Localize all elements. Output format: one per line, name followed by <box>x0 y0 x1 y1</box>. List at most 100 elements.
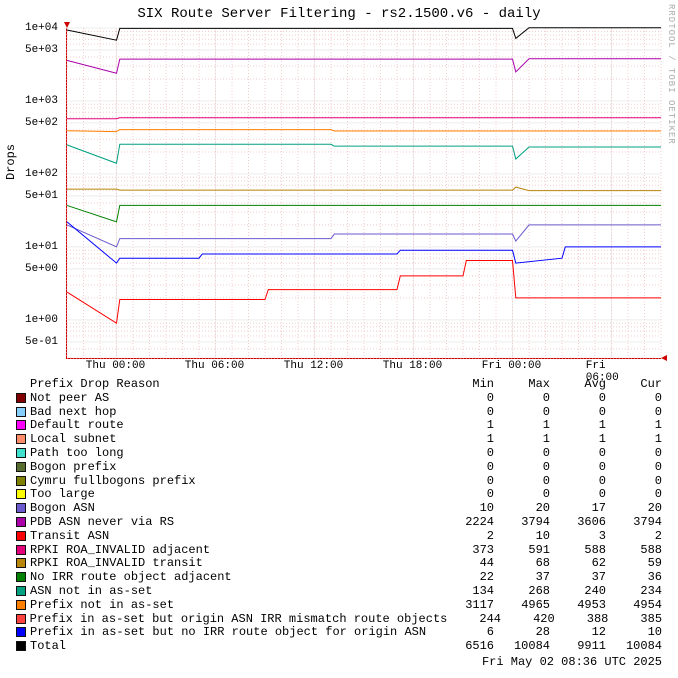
legend-value: 0 <box>438 392 494 406</box>
legend-value: 17 <box>550 502 606 516</box>
legend-swatch <box>16 476 26 486</box>
legend-row: Transit ASN21032 <box>16 530 662 544</box>
legend-value: 10 <box>494 530 550 544</box>
legend-swatch <box>16 434 26 444</box>
legend-swatch <box>16 614 26 624</box>
legend-value: 3606 <box>550 516 606 530</box>
legend-body: Not peer AS0000Bad next hop0000Default r… <box>16 392 662 654</box>
legend-swatch <box>16 489 26 499</box>
legend-swatch <box>16 641 26 651</box>
legend-value: 37 <box>550 571 606 585</box>
legend-row: Not peer AS0000 <box>16 392 662 406</box>
legend-value: 36 <box>606 571 662 585</box>
legend-value: 0 <box>550 392 606 406</box>
legend-value: 20 <box>606 502 662 516</box>
legend-row: Default route1111 <box>16 419 662 433</box>
legend-label: Prefix in as-set but no IRR route object… <box>30 626 438 640</box>
legend-value: 134 <box>438 585 494 599</box>
legend-header: Prefix Drop Reason Min Max Avg Cur <box>16 378 662 392</box>
legend-swatch <box>16 393 26 403</box>
legend-value: 3794 <box>494 516 550 530</box>
legend-swatch <box>16 586 26 596</box>
legend-value: 28 <box>494 626 550 640</box>
plot-area <box>66 28 661 359</box>
x-tick-label: Fri 00:00 <box>482 360 541 372</box>
legend-value: 68 <box>494 557 550 571</box>
y-tick-label: 1e+01 <box>25 241 58 253</box>
legend-value: 588 <box>550 544 606 558</box>
legend-value: 0 <box>438 461 494 475</box>
legend-row: Bad next hop0000 <box>16 406 662 420</box>
legend-label: Transit ASN <box>30 530 438 544</box>
legend-value: 20 <box>494 502 550 516</box>
y-tick-label: 5e+00 <box>25 263 58 275</box>
legend-value: 0 <box>606 475 662 489</box>
legend-label: No IRR route object adjacent <box>30 571 438 585</box>
legend-footer: Fri May 02 08:36 UTC 2025 <box>16 654 662 670</box>
legend-value: 588 <box>606 544 662 558</box>
legend-row: Path too long0000 <box>16 447 662 461</box>
x-tick-label: Thu 12:00 <box>284 360 343 372</box>
legend-label: Prefix in as-set but origin ASN IRR mism… <box>30 613 448 627</box>
legend-swatch <box>16 407 26 417</box>
y-axis-ticks: 5e-011e+005e+001e+015e+011e+025e+021e+03… <box>0 28 62 358</box>
legend-value: 2 <box>606 530 662 544</box>
legend-value: 59 <box>606 557 662 571</box>
legend-swatch <box>16 462 26 472</box>
plot-svg <box>67 28 661 358</box>
legend-value: 0 <box>494 447 550 461</box>
y-tick-label: 1e+00 <box>25 314 58 326</box>
legend-value: 0 <box>550 475 606 489</box>
legend-row: Bogon ASN10201720 <box>16 502 662 516</box>
x-tick-label: Thu 00:00 <box>86 360 145 372</box>
legend-row: RPKI ROA_INVALID adjacent373591588588 <box>16 544 662 558</box>
col-min: Min <box>438 378 494 392</box>
legend-value: 0 <box>438 406 494 420</box>
legend-row: No IRR route object adjacent22373736 <box>16 571 662 585</box>
legend-label: Local subnet <box>30 433 438 447</box>
legend-value: 1 <box>438 433 494 447</box>
legend-row: RPKI ROA_INVALID transit44686259 <box>16 557 662 571</box>
legend-swatch <box>16 627 26 637</box>
legend-label: Bad next hop <box>30 406 438 420</box>
legend-value: 10084 <box>606 640 662 654</box>
legend-value: 234 <box>606 585 662 599</box>
x-tick-label: Thu 06:00 <box>185 360 244 372</box>
legend-value: 1 <box>494 433 550 447</box>
y-tick-label: 5e+03 <box>25 44 58 56</box>
legend-value: 0 <box>606 488 662 502</box>
col-avg: Avg <box>550 378 606 392</box>
y-tick-label: 1e+02 <box>25 168 58 180</box>
legend-value: 385 <box>608 613 662 627</box>
legend-value: 0 <box>606 406 662 420</box>
legend-swatch <box>16 420 26 430</box>
legend-value: 0 <box>550 447 606 461</box>
legend-swatch <box>16 517 26 527</box>
chart-title: SIX Route Server Filtering - rs2.1500.v6… <box>0 0 678 22</box>
legend-value: 3794 <box>606 516 662 530</box>
x-axis-arrow <box>661 355 667 361</box>
legend-row: Bogon prefix0000 <box>16 461 662 475</box>
legend-header-label: Prefix Drop Reason <box>30 378 438 392</box>
legend-value: 37 <box>494 571 550 585</box>
legend-value: 3 <box>550 530 606 544</box>
legend-value: 0 <box>438 475 494 489</box>
legend-label: Total <box>30 640 438 654</box>
legend-value: 1 <box>494 419 550 433</box>
legend-swatch <box>16 572 26 582</box>
legend-label: Bogon prefix <box>30 461 438 475</box>
legend-value: 0 <box>606 461 662 475</box>
legend-label: RPKI ROA_INVALID transit <box>30 557 438 571</box>
legend-label: Not peer AS <box>30 392 438 406</box>
legend-value: 0 <box>606 392 662 406</box>
legend-table: Prefix Drop Reason Min Max Avg Cur Not p… <box>16 378 662 670</box>
legend-row: Cymru fullbogons prefix0000 <box>16 475 662 489</box>
y-tick-label: 1e+03 <box>25 95 58 107</box>
legend-value: 0 <box>606 447 662 461</box>
legend-swatch <box>16 531 26 541</box>
legend-swatch <box>16 545 26 555</box>
legend-value: 240 <box>550 585 606 599</box>
legend-value: 1 <box>438 419 494 433</box>
series-line <box>67 28 661 40</box>
legend-row: Total651610084991110084 <box>16 640 662 654</box>
